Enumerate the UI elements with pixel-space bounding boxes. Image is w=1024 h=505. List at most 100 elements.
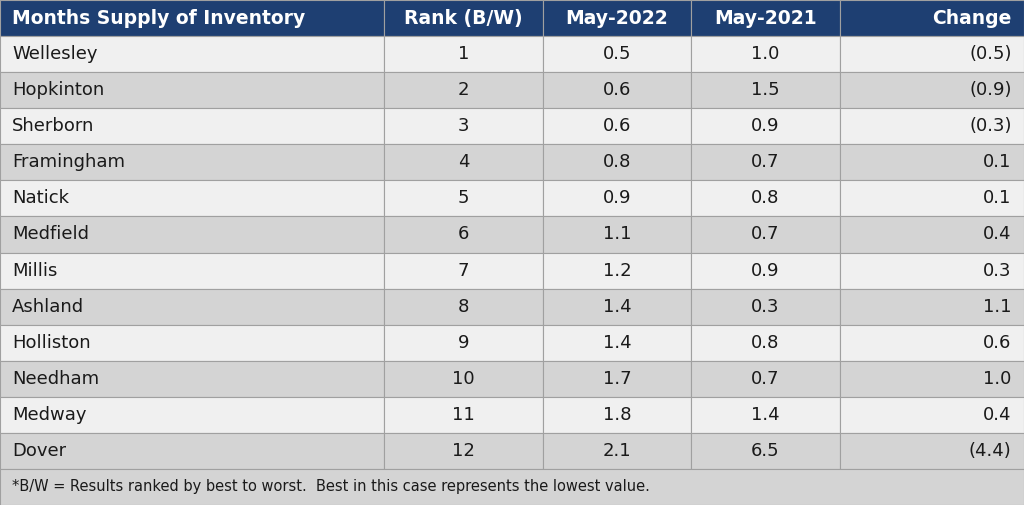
Bar [840, 108, 1024, 144]
Text: 0.1: 0.1 [983, 154, 1012, 171]
Text: 0.4: 0.4 [983, 225, 1012, 243]
Bar [691, 108, 840, 144]
Bar [543, 252, 691, 288]
Bar [384, 397, 543, 433]
Text: 3: 3 [458, 117, 469, 135]
Bar [0, 180, 384, 217]
Bar [691, 144, 840, 180]
Bar [691, 288, 840, 325]
Bar [384, 144, 543, 180]
Text: 2.1: 2.1 [603, 442, 631, 460]
Bar [543, 361, 691, 397]
Bar [543, 397, 691, 433]
Text: (0.3): (0.3) [969, 117, 1012, 135]
Bar [0, 433, 384, 469]
Text: Medfield: Medfield [12, 225, 89, 243]
Bar [840, 288, 1024, 325]
Bar [0, 72, 384, 108]
Text: 1.8: 1.8 [603, 406, 631, 424]
Bar [691, 72, 840, 108]
Text: 0.5: 0.5 [603, 45, 631, 63]
Text: Ashland: Ashland [12, 297, 84, 316]
Text: 0.4: 0.4 [983, 406, 1012, 424]
Bar [384, 180, 543, 217]
Text: 0.9: 0.9 [752, 117, 779, 135]
Text: 5: 5 [458, 189, 469, 208]
Text: 1.1: 1.1 [603, 225, 631, 243]
Text: Framingham: Framingham [12, 154, 125, 171]
Text: 0.6: 0.6 [983, 334, 1012, 351]
Bar [691, 325, 840, 361]
Text: 0.7: 0.7 [752, 225, 779, 243]
Text: 0.8: 0.8 [752, 189, 779, 208]
Bar [840, 361, 1024, 397]
Bar [691, 252, 840, 288]
Text: (0.9): (0.9) [969, 81, 1012, 99]
Bar [543, 180, 691, 217]
Bar [840, 180, 1024, 217]
Text: 0.7: 0.7 [752, 370, 779, 388]
Text: May-2021: May-2021 [714, 9, 817, 28]
Text: 12: 12 [452, 442, 475, 460]
Text: Rank (B/W): Rank (B/W) [404, 9, 522, 28]
Bar [840, 217, 1024, 252]
Bar [543, 288, 691, 325]
Bar [691, 0, 840, 36]
Text: 0.8: 0.8 [752, 334, 779, 351]
Text: 1.4: 1.4 [603, 297, 631, 316]
Text: 1.4: 1.4 [603, 334, 631, 351]
Bar [384, 217, 543, 252]
Bar [840, 144, 1024, 180]
Bar [543, 108, 691, 144]
Text: *B/W = Results ranked by best to worst.  Best in this case represents the lowest: *B/W = Results ranked by best to worst. … [12, 479, 650, 494]
Bar [0, 217, 384, 252]
Text: Dover: Dover [12, 442, 67, 460]
Bar [543, 72, 691, 108]
Bar [691, 217, 840, 252]
Bar [384, 252, 543, 288]
Text: Hopkinton: Hopkinton [12, 81, 104, 99]
Text: Months Supply of Inventory: Months Supply of Inventory [12, 9, 305, 28]
Text: Millis: Millis [12, 262, 57, 280]
Text: 0.6: 0.6 [603, 117, 631, 135]
Text: 0.9: 0.9 [603, 189, 631, 208]
Text: Wellesley: Wellesley [12, 45, 97, 63]
Bar [0, 252, 384, 288]
Text: 0.6: 0.6 [603, 81, 631, 99]
Text: 1.0: 1.0 [983, 370, 1012, 388]
Bar [384, 288, 543, 325]
Text: 1.5: 1.5 [752, 81, 779, 99]
Text: Medway: Medway [12, 406, 87, 424]
Bar [384, 0, 543, 36]
Text: 1.4: 1.4 [752, 406, 779, 424]
Text: 11: 11 [452, 406, 475, 424]
Bar [691, 180, 840, 217]
Text: May-2022: May-2022 [565, 9, 669, 28]
Text: 1.0: 1.0 [752, 45, 779, 63]
Text: (0.5): (0.5) [969, 45, 1012, 63]
Bar [0, 288, 384, 325]
Bar [543, 36, 691, 72]
Bar [384, 36, 543, 72]
Text: 0.8: 0.8 [603, 154, 631, 171]
Bar [384, 433, 543, 469]
Bar [543, 0, 691, 36]
Bar [840, 0, 1024, 36]
Bar [384, 108, 543, 144]
Bar [543, 325, 691, 361]
Bar [384, 325, 543, 361]
Text: 0.3: 0.3 [752, 297, 779, 316]
Text: 0.1: 0.1 [983, 189, 1012, 208]
Text: 9: 9 [458, 334, 469, 351]
Bar [543, 433, 691, 469]
Text: 0.7: 0.7 [752, 154, 779, 171]
Bar [0, 0, 384, 36]
Text: (4.4): (4.4) [969, 442, 1012, 460]
Text: 6.5: 6.5 [752, 442, 779, 460]
Bar [0, 108, 384, 144]
Text: 1.2: 1.2 [603, 262, 631, 280]
Bar [0, 397, 384, 433]
Text: 0.3: 0.3 [983, 262, 1012, 280]
Text: Holliston: Holliston [12, 334, 91, 351]
Text: Sherborn: Sherborn [12, 117, 94, 135]
